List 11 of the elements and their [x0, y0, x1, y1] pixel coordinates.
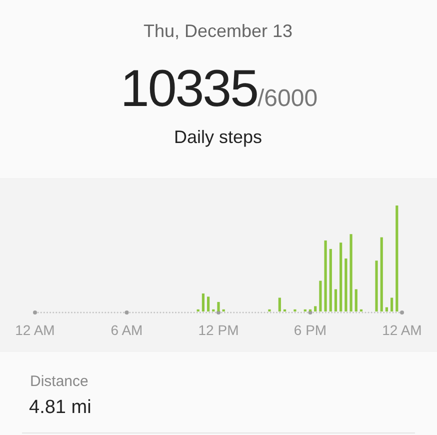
text: 10335	[120, 60, 258, 118]
x-tick-label: 12 AM	[15, 322, 55, 338]
chart-title: Thu, December 13	[143, 21, 293, 41]
text: 4.81 mi	[29, 397, 92, 418]
x-tick-label: 12 AM	[382, 322, 422, 338]
text: /6000	[258, 85, 318, 112]
x-tick-label: 6 PM	[294, 322, 327, 338]
text: Distance	[30, 373, 88, 390]
text: Daily steps	[174, 127, 262, 147]
x-tick-label: 6 AM	[110, 322, 143, 338]
x-tick-label: 12 PM	[198, 322, 239, 338]
